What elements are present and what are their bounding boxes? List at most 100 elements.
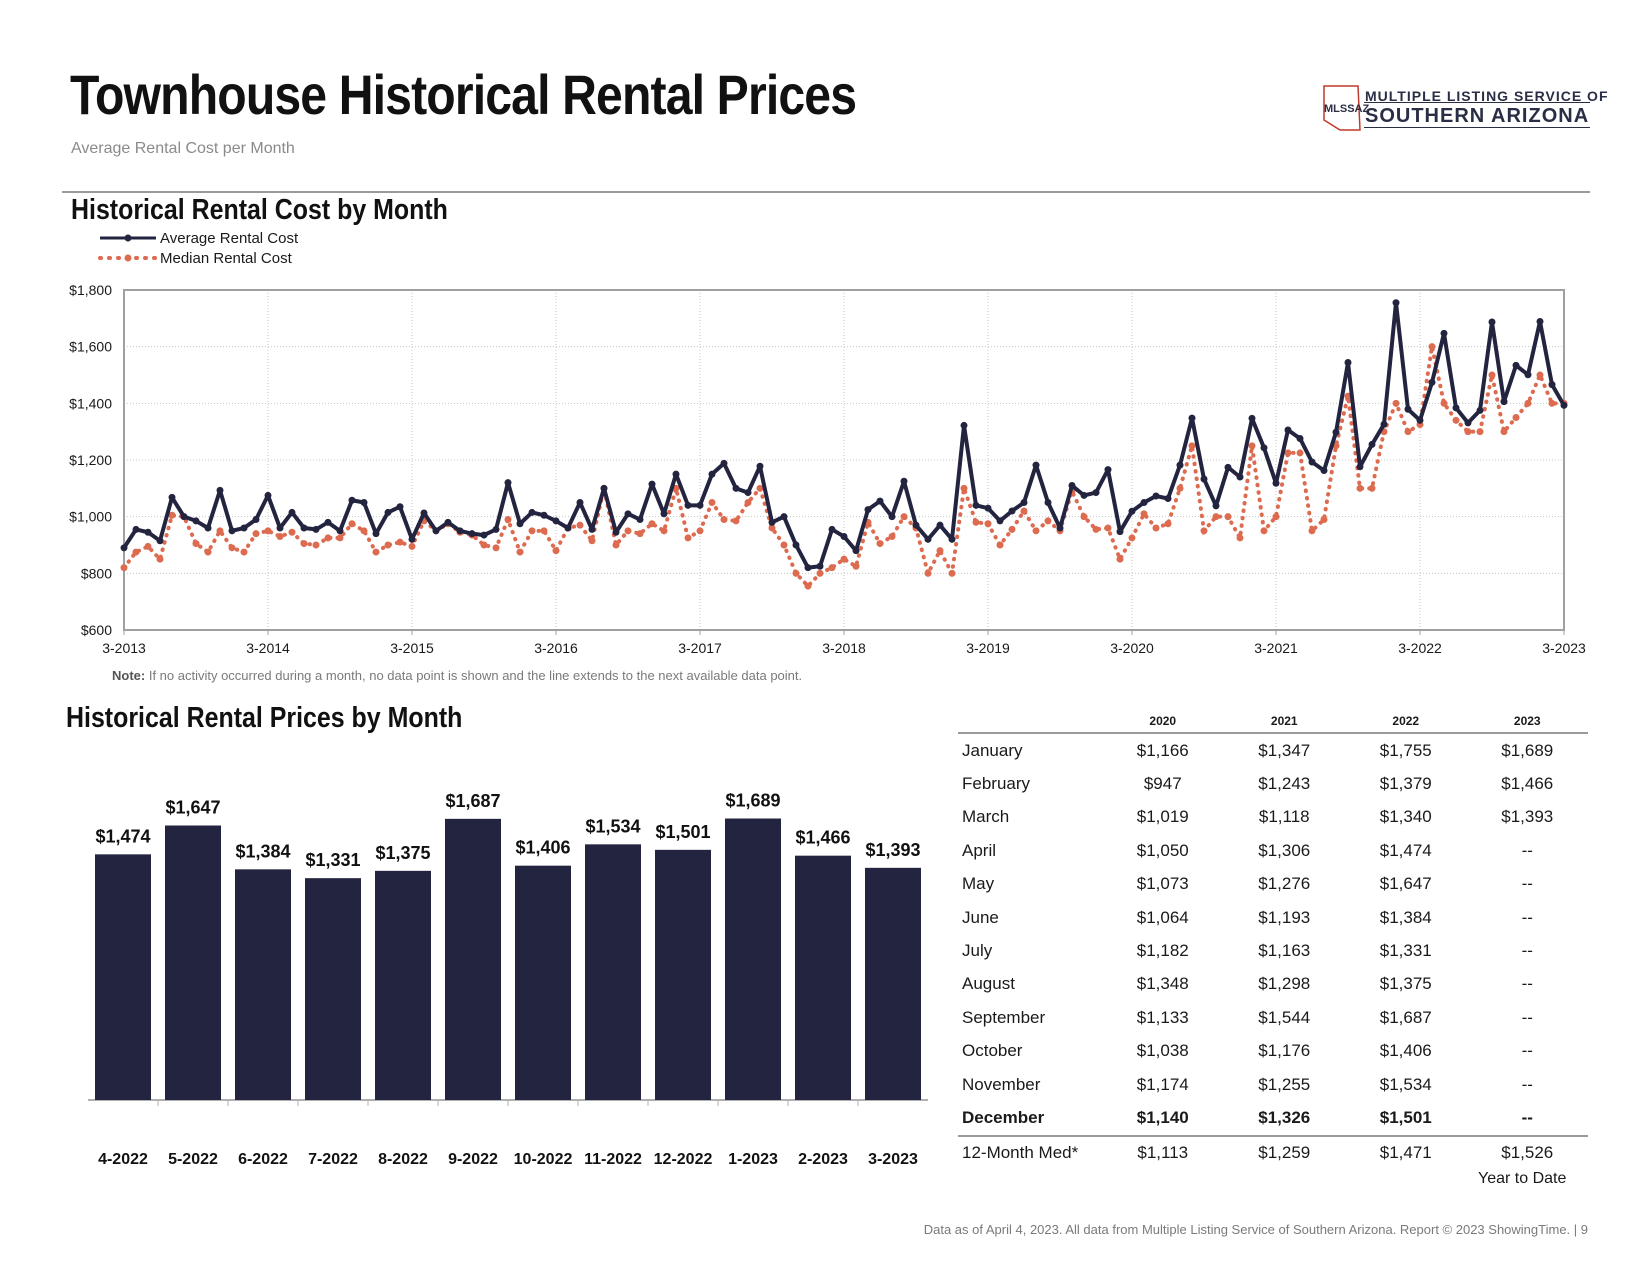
average-point	[420, 509, 428, 517]
average-point	[1416, 416, 1424, 424]
average-point	[516, 520, 524, 528]
logo-rule	[1364, 102, 1590, 103]
median-point	[588, 537, 596, 545]
table-cell-value: $1,687	[1379, 1007, 1432, 1027]
median-point	[1236, 534, 1244, 542]
average-point	[1344, 359, 1352, 367]
median-point	[492, 544, 500, 552]
median-point	[1296, 449, 1304, 457]
bar	[725, 818, 781, 1100]
median-point	[516, 548, 524, 556]
x-tick-label: 3-2023	[1542, 640, 1586, 656]
median-point	[816, 569, 824, 577]
median-point	[216, 527, 224, 535]
bar-value-label: $1,474	[95, 826, 150, 846]
bar-value-label: $1,647	[165, 798, 220, 818]
median-point	[1164, 520, 1172, 528]
average-point	[1320, 466, 1328, 474]
median-point	[336, 534, 344, 542]
average-point	[1380, 420, 1388, 428]
table-row: June $1,064 $1,193 $1,384 --	[958, 901, 1588, 934]
chart-note: Note: If no activity occurred during a m…	[112, 668, 802, 683]
average-point	[1128, 507, 1136, 515]
average-point	[648, 480, 656, 488]
average-point	[120, 544, 128, 552]
table-cell-value: $1,176	[1258, 1041, 1311, 1061]
table-header-month	[958, 710, 1102, 734]
average-point	[924, 535, 932, 543]
median-point	[324, 534, 332, 542]
table-cell-value: $1,755	[1379, 740, 1432, 760]
average-point	[492, 525, 500, 533]
bar	[375, 870, 431, 1100]
average-point	[1020, 499, 1028, 506]
average-point	[672, 470, 680, 478]
x-tick-label: 3-2013	[102, 640, 146, 656]
median-point	[132, 548, 140, 556]
median-point	[264, 527, 272, 535]
table-header-year: 2022	[1345, 710, 1467, 734]
table-cell-value: --	[1521, 907, 1533, 927]
average-point	[816, 562, 824, 570]
median-point	[1008, 525, 1016, 533]
median-point	[1116, 555, 1124, 563]
average-point	[216, 486, 224, 494]
table-cell-value: $1,501	[1345, 1101, 1467, 1137]
median-point	[876, 540, 884, 548]
average-point	[600, 484, 608, 492]
median-point	[1200, 527, 1208, 535]
average-point	[432, 527, 440, 535]
plot-frame	[123, 289, 1565, 631]
average-point	[948, 535, 956, 543]
average-point	[1368, 440, 1376, 448]
average-point	[1512, 361, 1520, 369]
table-cell-value: $1,348	[1136, 974, 1189, 994]
y-tick-label: $600	[81, 622, 112, 638]
average-point	[1356, 463, 1364, 471]
average-point	[780, 513, 788, 521]
bar	[865, 867, 921, 1100]
average-point	[144, 528, 152, 536]
median-point	[1080, 513, 1088, 521]
average-point	[636, 516, 644, 523]
table-cell-month: July	[962, 941, 993, 961]
bar-category-label: 6-2022	[238, 1151, 288, 1168]
page-subtitle: Average Rental Cost per Month	[71, 140, 295, 157]
median-point	[756, 484, 764, 492]
average-point	[564, 524, 572, 532]
median-point	[1404, 428, 1412, 436]
average-point	[252, 516, 260, 523]
bar	[95, 854, 151, 1100]
bar-value-label: $1,406	[515, 838, 570, 858]
median-point	[1512, 414, 1520, 421]
median-point	[1248, 442, 1256, 450]
x-tick-label: 3-2014	[246, 640, 290, 656]
average-point	[552, 517, 560, 525]
average-point	[1200, 475, 1208, 483]
average-point	[1080, 491, 1088, 499]
average-point	[864, 506, 872, 514]
table-cell-month: October	[962, 1041, 1023, 1061]
median-point	[1272, 513, 1280, 521]
median-point	[852, 562, 860, 570]
line-chart-title: Historical Rental Cost by Month	[71, 194, 448, 226]
average-point	[384, 508, 392, 516]
bar-value-label: $1,501	[655, 822, 710, 842]
average-point	[984, 504, 992, 512]
median-point	[792, 569, 800, 577]
median-point	[1212, 513, 1220, 521]
median-point	[192, 540, 200, 548]
average-point	[408, 535, 416, 543]
table-cell-month: September	[962, 1007, 1046, 1027]
average-point	[876, 497, 884, 505]
average-point	[264, 491, 272, 499]
bar-category-label: 1-2023	[728, 1151, 778, 1168]
table-cell-month: April	[962, 840, 997, 860]
table-cell-month: January	[962, 740, 1023, 760]
median-point	[984, 520, 992, 528]
x-tick-label: 3-2016	[534, 640, 578, 656]
median-point	[228, 544, 236, 552]
median-point	[348, 520, 356, 528]
table-cell-value: $1,306	[1258, 840, 1311, 860]
average-point	[1308, 458, 1316, 466]
